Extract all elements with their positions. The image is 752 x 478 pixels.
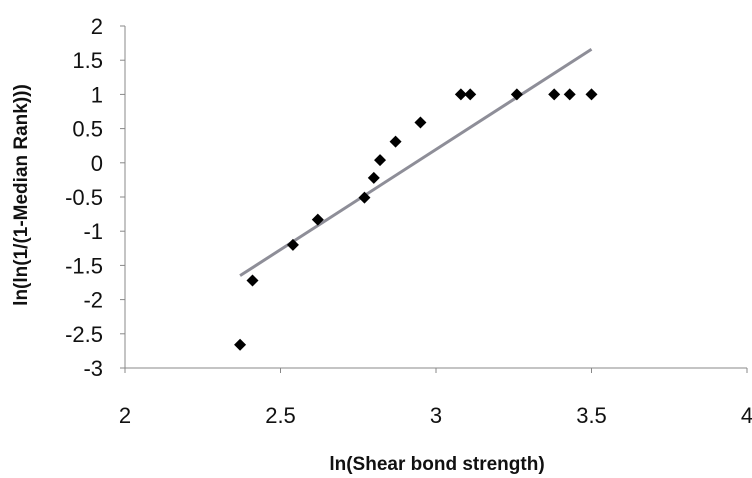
y-tick-label: 0 bbox=[91, 151, 103, 176]
data-point bbox=[234, 338, 247, 351]
y-tick-label: 0.5 bbox=[72, 117, 103, 142]
data-point bbox=[358, 191, 371, 204]
data-point bbox=[389, 135, 402, 148]
x-tick-label: 2 bbox=[119, 403, 131, 428]
data-point bbox=[464, 88, 477, 101]
y-tick-label: -1.5 bbox=[65, 253, 103, 278]
trendline-group bbox=[239, 47, 593, 277]
y-tick-label: -3 bbox=[83, 356, 103, 381]
y-axis-title: ln(ln(1/(1-Median Rank))) bbox=[11, 84, 32, 306]
data-point bbox=[374, 154, 387, 167]
data-point bbox=[548, 88, 561, 101]
x-axis-title: ln(Shear bond strength) bbox=[329, 454, 544, 475]
data-point bbox=[585, 88, 598, 101]
y-tick-label: -2 bbox=[83, 288, 103, 313]
data-point bbox=[246, 274, 259, 287]
x-tick-label: 4 bbox=[741, 403, 752, 428]
x-tick-label: 3 bbox=[430, 403, 442, 428]
y-tick-label: 1 bbox=[91, 82, 103, 107]
y-tick-label: -2.5 bbox=[65, 322, 103, 347]
y-tick-label: 2 bbox=[91, 14, 103, 39]
data-point bbox=[563, 88, 576, 101]
data-point bbox=[286, 238, 299, 251]
data-point bbox=[311, 213, 324, 226]
data-point bbox=[414, 116, 427, 129]
data-point bbox=[454, 88, 467, 101]
y-tick-label: 1.5 bbox=[72, 48, 103, 73]
y-tick-label: -1 bbox=[83, 219, 103, 244]
x-axis: 2 2.5 3 3.5 4 bbox=[119, 367, 752, 428]
y-tick-label: -0.5 bbox=[65, 185, 103, 210]
data-point bbox=[510, 88, 523, 101]
data-points bbox=[234, 88, 598, 351]
x-tick-label: 2.5 bbox=[265, 403, 296, 428]
trendline bbox=[239, 47, 593, 277]
x-tick-label: 3.5 bbox=[576, 403, 607, 428]
y-axis: 2 1.5 1 0.5 0 -0.5 -1 -1.5 -2 -2.5 -3 bbox=[65, 14, 126, 381]
data-point bbox=[367, 171, 380, 184]
